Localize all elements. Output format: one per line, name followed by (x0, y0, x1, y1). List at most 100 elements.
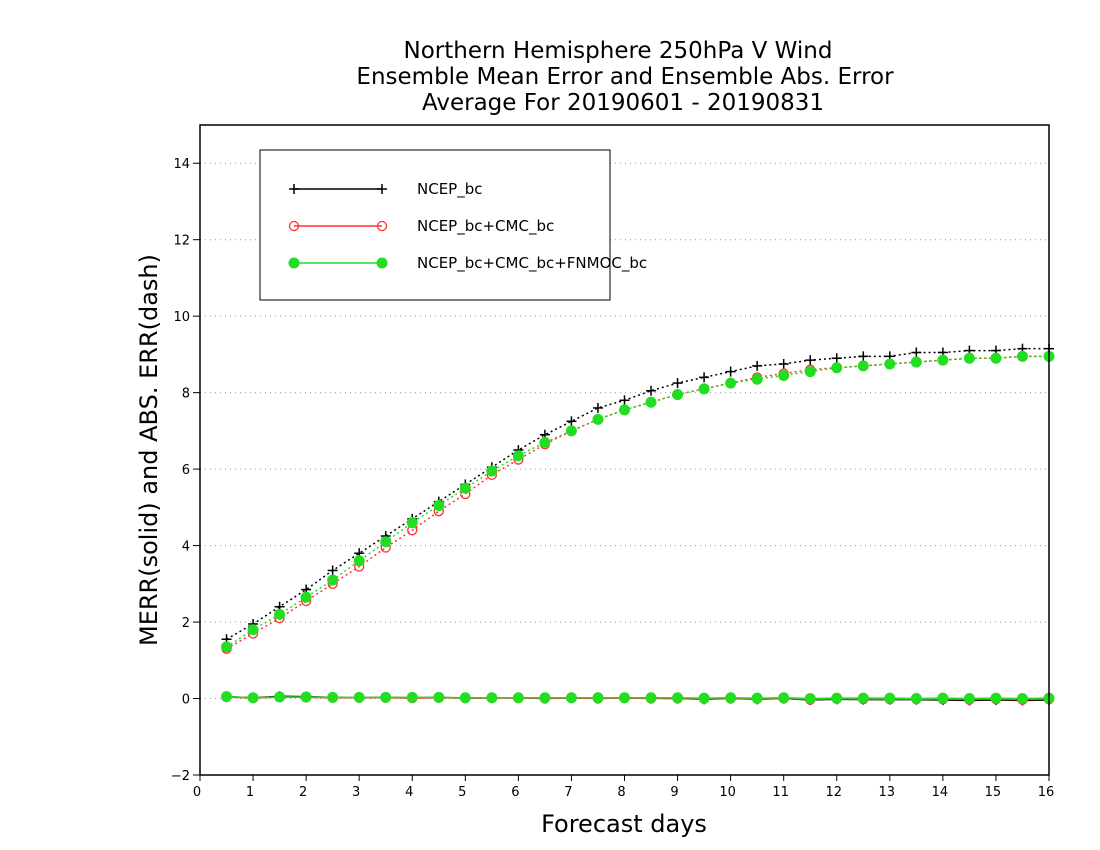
series-1 (221, 343, 1054, 706)
merr-point (831, 692, 843, 704)
abs-err-point (778, 369, 790, 381)
merr-point (990, 692, 1002, 704)
abs-err-point (645, 396, 657, 408)
abs-err-point (963, 352, 975, 364)
abs-err-point (884, 358, 896, 370)
x-tick-label: 13 (879, 785, 896, 800)
abs-err-point (221, 641, 233, 653)
y-tick-label: 6 (182, 463, 190, 478)
y-tick-label: 12 (173, 234, 190, 249)
abs-err-line (226, 355, 1049, 650)
merr-point (645, 692, 657, 704)
abs-err-point (646, 385, 657, 396)
x-tick-label: 3 (352, 785, 360, 800)
merr-point (1016, 693, 1028, 705)
abs-err-point (831, 353, 842, 364)
merr-point (433, 691, 445, 703)
merr-point (221, 691, 233, 703)
abs-err-point (486, 465, 498, 477)
merr-point (937, 692, 949, 704)
y-tick-label: 8 (182, 387, 190, 402)
series-2 (221, 351, 1055, 705)
abs-err-point (459, 482, 471, 494)
x-tick-label: 1 (246, 785, 254, 800)
merr-point (619, 692, 630, 704)
abs-err-point (274, 608, 286, 620)
merr-point (565, 692, 577, 704)
merr-point (857, 692, 869, 704)
merr-point (512, 692, 524, 704)
legend-item: NCEP_bc (289, 180, 483, 199)
x-tick-label: 5 (458, 785, 466, 800)
legend-marker (376, 257, 388, 269)
series-layer (221, 343, 1055, 706)
abs-err-point (910, 356, 922, 368)
merr-point (884, 692, 896, 704)
merr-point (778, 692, 790, 704)
abs-err-point (805, 355, 816, 366)
merr-point (300, 691, 312, 703)
title-line-2: Ensemble Mean Error and Ensemble Abs. Er… (356, 64, 894, 90)
legend-marker (289, 184, 299, 194)
merr-point (592, 692, 604, 704)
x-tick-label: 0 (193, 785, 201, 800)
chart-title: Northern Hemisphere 250hPa V Wind Ensemb… (356, 38, 894, 116)
legend-label: NCEP_bc+CMC_bc (417, 217, 554, 236)
merr-point (698, 692, 710, 704)
abs-err-point (565, 425, 577, 437)
abs-err-point (672, 389, 684, 401)
merr-point (539, 692, 551, 704)
x-tick-label: 6 (511, 785, 519, 800)
merr-point (247, 692, 259, 704)
merr-point (804, 693, 816, 705)
merr-point (910, 693, 922, 705)
legend-item: NCEP_bc+CMC_bc (288, 217, 554, 236)
x-tick-label: 7 (564, 785, 572, 800)
merr-point (672, 692, 684, 704)
merr-point (406, 691, 418, 703)
abs-err-point (990, 352, 1002, 364)
abs-err-point (937, 354, 949, 366)
x-tick-label: 14 (932, 785, 949, 800)
abs-err-point (698, 383, 710, 395)
legend-marker (377, 184, 387, 194)
abs-err-point (858, 351, 869, 362)
merr-point (459, 692, 471, 704)
legend-item: NCEP_bc+CMC_bc+FNMOC_bc (288, 254, 647, 273)
y-tick-label: −2 (171, 769, 190, 784)
abs-err-point (1016, 350, 1028, 362)
y-tick-label: 4 (182, 540, 190, 555)
abs-err-point (353, 555, 365, 567)
legend-marker (376, 220, 388, 232)
abs-err-point (592, 413, 604, 425)
abs-err-point (539, 436, 551, 448)
legend-label: NCEP_bc+CMC_bc+FNMOC_bc (417, 254, 647, 273)
y-tick-label: 2 (182, 616, 190, 631)
abs-err-point (512, 450, 524, 462)
x-tick-label: 2 (299, 785, 307, 800)
merr-point (353, 691, 365, 703)
abs-err-point (380, 536, 392, 548)
legend-marker (288, 220, 300, 232)
abs-err-point (327, 574, 339, 586)
abs-err-point (699, 372, 710, 383)
merr-point (380, 691, 392, 703)
merr-point (751, 692, 763, 704)
x-tick-label: 11 (772, 785, 789, 800)
y-axis-title: MERR(solid) and ABS. ERR(dash) (135, 254, 163, 646)
legend: NCEP_bc NCEP_bc+CMC_bc NCEP_bc+CMC_bc+FNMO… (259, 149, 647, 301)
legend-marker (288, 257, 300, 269)
abs-err-point (300, 591, 312, 603)
title-line-1: Northern Hemisphere 250hPa V Wind (404, 38, 833, 64)
abs-err-point (592, 402, 603, 413)
x-tick-label: 9 (670, 785, 678, 800)
x-axis-title: Forecast days (541, 810, 707, 838)
legend-label: NCEP_bc (417, 180, 483, 199)
abs-err-point (725, 377, 737, 389)
abs-err-point (406, 517, 418, 529)
x-tick-label: 10 (719, 785, 736, 800)
abs-err-line (226, 355, 1049, 648)
series-3 (221, 350, 1055, 705)
